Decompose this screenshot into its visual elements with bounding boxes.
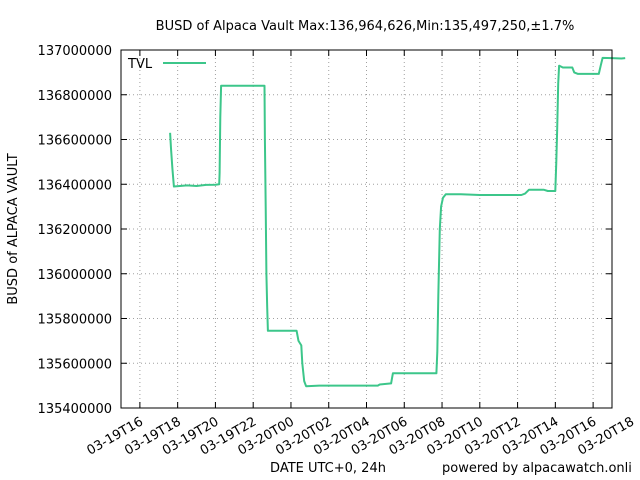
- y-tick-label: 136400000: [38, 178, 112, 193]
- plot-area: [121, 50, 612, 408]
- y-tick-label: 136600000: [38, 134, 112, 149]
- y-tick-label: 136200000: [38, 223, 112, 238]
- credit-text: powered by alpacawatch.onli: [442, 461, 632, 476]
- y-tick-label: 135400000: [38, 402, 112, 417]
- legend: TVL: [127, 57, 206, 72]
- y-tick-label: 137000000: [38, 44, 112, 59]
- plot-frame: [120, 49, 613, 409]
- chart-title: BUSD of Alpaca Vault Max:136,964,626,Min…: [156, 19, 575, 34]
- y-tick-label: 136000000: [38, 268, 112, 283]
- y-tick-label: 135800000: [38, 313, 112, 328]
- series-line-tvl: [169, 56, 626, 388]
- series-layer: [169, 56, 626, 388]
- legend-label-tvl: TVL: [127, 57, 153, 72]
- x-axis-label: DATE UTC+0, 24h: [270, 461, 386, 476]
- y-tick-label: 136800000: [38, 89, 112, 104]
- y-axis-label: BUSD of ALPACA VAULT: [6, 153, 21, 304]
- y-tick-label: 135600000: [38, 357, 112, 372]
